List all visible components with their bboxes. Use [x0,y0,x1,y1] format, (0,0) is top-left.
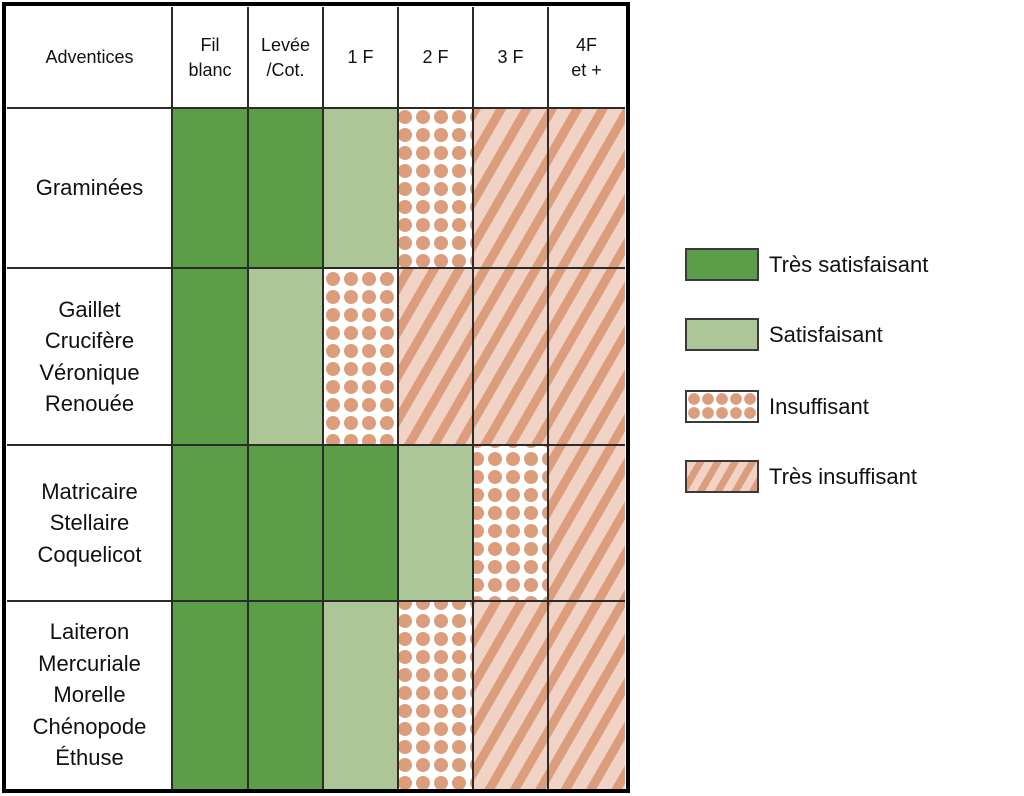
column-header: 3 F [497,47,524,67]
column-header: 4F et + [571,34,602,80]
legend-swatch-insuffisant [685,390,759,423]
rating-cell-tres-insuffisant [548,445,625,601]
rating-cell-tres-insuffisant [548,268,625,445]
rating-cell-tres-satisfaisant [172,601,248,789]
rating-cell-insuffisant [398,601,473,789]
rating-cell-satisfaisant [323,108,398,268]
rating-cell-satisfaisant [398,445,473,601]
rating-cell-insuffisant [398,108,473,268]
column-header: 1 F [347,47,374,67]
rating-cell-tres-satisfaisant [248,601,323,789]
rating-cell-tres-insuffisant [473,108,548,268]
rating-cell-insuffisant [323,268,398,445]
legend-item-tres-satisfaisant: Très satisfaisant [685,248,928,281]
rating-cell-tres-insuffisant [473,268,548,445]
column-header: 2 F [422,47,449,67]
rating-cell-tres-satisfaisant [172,108,248,268]
legend-item-satisfaisant: Satisfaisant [685,318,883,351]
row-label: Graminées [35,175,144,201]
column-header: Levée /Cot. [260,34,311,80]
rating-cell-tres-insuffisant [548,108,625,268]
header-adventices: Adventices [45,47,134,67]
rating-cell-insuffisant [473,445,548,601]
rating-cell-tres-satisfaisant [248,445,323,601]
rating-cell-satisfaisant [248,268,323,445]
rating-cell-tres-insuffisant [548,601,625,789]
row-label: Laiteron Mercuriale Morelle Chénopode Ét… [32,619,147,771]
legend-label: Très satisfaisant [769,251,929,277]
rating-cell-tres-insuffisant [398,268,473,445]
rating-cell-tres-insuffisant [473,601,548,789]
legend-label: Insuffisant [769,393,869,419]
legend-label: Très insuffisant [769,463,917,489]
legend-swatch-tres-insuffisant [685,460,759,493]
legend-swatch-satisfaisant [685,318,759,351]
legend-label: Satisfaisant [769,321,883,347]
legend-swatch-tres-satisfaisant [685,248,759,281]
row-label: Matricaire Stellaire Coquelicot [37,478,142,567]
table-border [2,2,630,793]
rating-cell-satisfaisant [323,601,398,789]
rating-cell-tres-satisfaisant [172,268,248,445]
rating-cell-tres-satisfaisant [172,445,248,601]
legend-item-insuffisant: Insuffisant [685,390,869,423]
rating-cell-tres-satisfaisant [323,445,398,601]
rating-cell-tres-satisfaisant [248,108,323,268]
column-header: Fil blanc [188,34,232,80]
row-label: Gaillet Crucifère Véronique Renouée [39,296,140,417]
legend-item-tres-insuffisant: Très insuffisant [685,460,917,493]
